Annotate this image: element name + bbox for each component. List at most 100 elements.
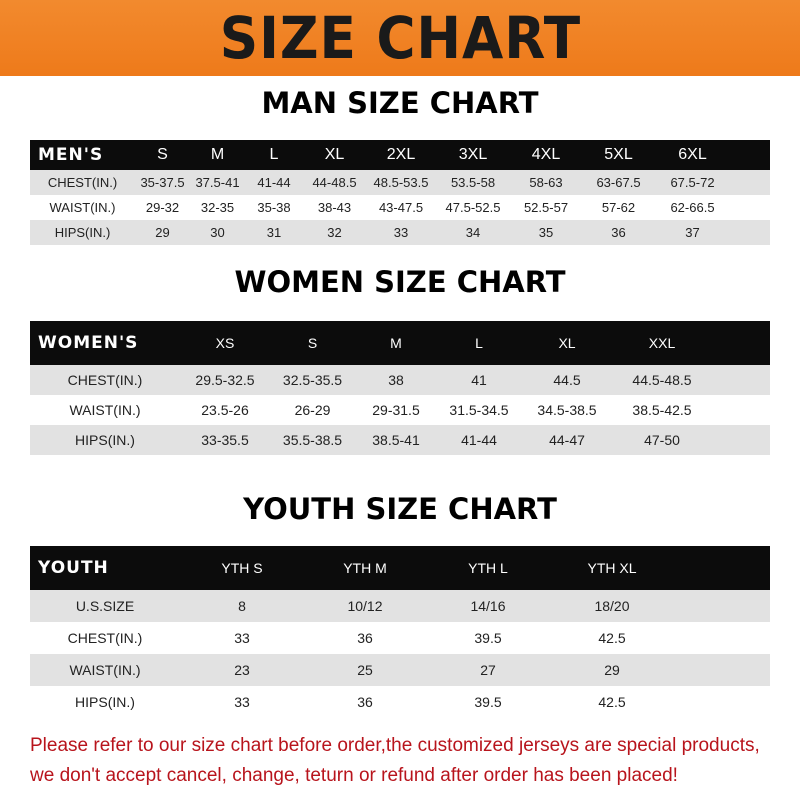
cell: S: [157, 146, 168, 163]
cell: 33: [234, 694, 250, 710]
cell: 38: [388, 372, 404, 388]
row-label: MEN'S: [38, 145, 104, 165]
cell: YTH M: [343, 560, 387, 576]
cell: 36: [357, 630, 373, 646]
cell: M: [210, 146, 225, 163]
cell: 35-38: [257, 200, 291, 215]
cell: 29.5-32.5: [195, 372, 255, 388]
row-label: CHEST(IN.): [47, 175, 118, 190]
cell: 25: [357, 662, 373, 678]
cell: 42.5: [598, 694, 626, 710]
cell: 35-37.5: [140, 175, 185, 190]
cell: 36: [357, 694, 373, 710]
row-label: WOMEN'S: [38, 333, 139, 353]
cell: 23: [234, 662, 250, 678]
cell: 41-44: [461, 432, 497, 448]
cell: XXL: [648, 335, 676, 351]
table-row: WAIST(IN.) 29-32 32-35 35-38 38-43 43-47.5 47.…: [30, 195, 770, 220]
cell: 29: [604, 662, 620, 678]
cell: 41: [471, 372, 487, 388]
table-row: HIPS(IN.) 33 36 39.5 42.5: [30, 686, 770, 718]
cell: 32.5-35.5: [282, 372, 343, 388]
row-label: WAIST(IN.): [69, 402, 141, 418]
cell: 47-50: [644, 432, 680, 448]
cell: 35: [538, 225, 554, 240]
cell: 39.5: [474, 630, 502, 646]
cell: 27: [480, 662, 496, 678]
header-row: WOMEN'S XS S M L XL XXL: [30, 321, 770, 365]
cell: 35.5-38.5: [282, 432, 343, 448]
cell: 33: [393, 225, 409, 240]
cell: 6XL: [678, 146, 707, 163]
cell: 33-35.5: [201, 432, 249, 448]
cell: 63-67.5: [596, 175, 641, 190]
banner: SIZE CHART: [0, 0, 800, 76]
cell: 4XL: [531, 146, 561, 163]
cell: 3XL: [458, 146, 488, 163]
cell: L: [475, 335, 483, 351]
cell: 30: [210, 225, 225, 240]
cell: 48.5-53.5: [373, 175, 429, 190]
men-title: MAN SIZE CHART: [261, 86, 539, 120]
header-row: YOUTH YTH S YTH M YTH L YTH XL: [30, 546, 770, 590]
cell: 67.5-72: [670, 175, 715, 190]
cell: 38-43: [317, 200, 352, 215]
table-row: CHEST(IN.) 29.5-32.5 32.5-35.5 38 41 44.5 44.5…: [30, 365, 770, 395]
cell: S: [307, 335, 318, 351]
table-row: HIPS(IN.) 33-35.5 35.5-38.5 38.5-41 41-44 44-…: [30, 425, 770, 455]
cell: 42.5: [598, 630, 626, 646]
cell: 2XL: [386, 146, 416, 163]
row-label: HIPS(IN.): [75, 432, 135, 448]
cell: XL: [324, 146, 345, 163]
cell: 31: [266, 225, 282, 240]
cell: 44-48.5: [312, 175, 357, 190]
cell: 44-47: [549, 432, 585, 448]
header-row: MEN'S S M L XL 2XL 3XL 4XL 5XL 6XL: [30, 140, 770, 170]
row-label: WAIST(IN.): [49, 200, 116, 215]
cell: YTH S: [221, 560, 263, 576]
row-label: U.S.SIZE: [75, 598, 135, 614]
cell: 53.5-58: [450, 175, 496, 190]
cell: 43-47.5: [378, 200, 424, 215]
women-table: WOMEN'S XS S M L XL XXL CHEST(IN.) 29.5-32.5 32.5…: [30, 321, 770, 455]
table-row: HIPS(IN.) 29 30 31 32 33 34 35 36 37: [30, 220, 770, 245]
table-row: WAIST(IN.) 23.5-26 26-29 29-31.5 31.5-34.5 34…: [30, 395, 770, 425]
cell: 29-31.5: [372, 402, 420, 418]
cell: 29: [155, 225, 170, 240]
row-label: HIPS(IN.): [75, 694, 135, 710]
cell: 23.5-26: [201, 402, 249, 418]
row-label: HIPS(IN.): [54, 225, 111, 240]
row-label: CHEST(IN.): [67, 630, 143, 646]
cell: 10/12: [347, 598, 383, 614]
cell: 37.5-41: [195, 175, 240, 190]
cell: 14/16: [470, 598, 506, 614]
footer-line-1: Please refer to our size chart before or…: [30, 735, 760, 756]
cell: 5XL: [604, 146, 633, 163]
cell: 29-32: [145, 200, 180, 215]
women-title: WOMEN SIZE CHART: [234, 265, 566, 299]
row-label: WAIST(IN.): [69, 662, 141, 678]
cell: 57-62: [601, 200, 636, 215]
cell: 36: [611, 225, 626, 240]
cell: 34: [465, 225, 481, 240]
cell: 33: [234, 630, 250, 646]
cell: M: [390, 335, 402, 351]
cell: 32: [327, 225, 342, 240]
cell: YTH XL: [587, 560, 637, 576]
cell: 18/20: [594, 598, 630, 614]
youth-title: YOUTH SIZE CHART: [243, 492, 557, 526]
row-label: YOUTH: [38, 558, 109, 578]
cell: 39.5: [474, 694, 502, 710]
cell: YTH L: [468, 560, 508, 576]
table-row: U.S.SIZE 8 10/12 14/16 18/20: [30, 590, 770, 622]
cell: 47.5-52.5: [445, 200, 501, 215]
footer-line-2: we don't accept cancel, change, teturn o…: [30, 765, 678, 786]
cell: 34.5-38.5: [537, 402, 597, 418]
cell: 37: [685, 225, 700, 240]
youth-table: YOUTH YTH S YTH M YTH L YTH XL U.S.SIZE 8 10/12…: [30, 546, 770, 718]
cell: 52.5-57: [523, 200, 569, 215]
cell: 26-29: [294, 402, 331, 418]
cell: 38.5-41: [372, 432, 420, 448]
men-table: MEN'S S M L XL 2XL 3XL 4XL 5XL 6XL CHEST(IN.) 35-37…: [30, 140, 770, 245]
cell: 62-66.5: [670, 200, 715, 215]
